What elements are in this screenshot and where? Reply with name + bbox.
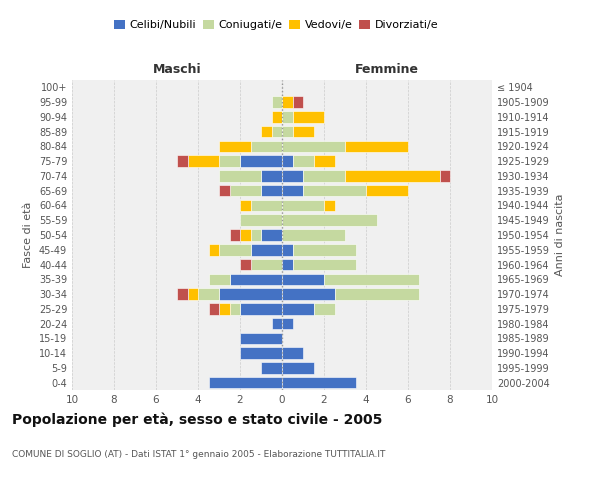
Bar: [282, 126, 293, 138]
Legend: Celibi/Nubili, Coniugati/e, Vedovi/e, Divorziati/e: Celibi/Nubili, Coniugati/e, Vedovi/e, Di…: [109, 16, 443, 35]
Bar: [282, 244, 293, 256]
Bar: [198, 288, 219, 300]
Bar: [345, 140, 408, 152]
Bar: [271, 96, 282, 108]
Text: COMUNE DI SOGLIO (AT) - Dati ISTAT 1° gennaio 2005 - Elaborazione TUTTITALIA.IT: COMUNE DI SOGLIO (AT) - Dati ISTAT 1° ge…: [12, 450, 385, 459]
Bar: [209, 274, 229, 285]
Text: Maschi: Maschi: [152, 62, 202, 76]
Bar: [209, 244, 219, 256]
Bar: [240, 214, 282, 226]
Bar: [219, 140, 251, 152]
Bar: [187, 156, 219, 167]
Bar: [282, 348, 303, 359]
Bar: [261, 362, 282, 374]
Bar: [240, 156, 282, 167]
Bar: [282, 229, 345, 241]
Bar: [271, 318, 282, 330]
Bar: [282, 362, 314, 374]
Bar: [251, 244, 282, 256]
Bar: [187, 288, 198, 300]
Bar: [282, 156, 293, 167]
Bar: [209, 303, 219, 314]
Bar: [251, 259, 282, 270]
Bar: [282, 274, 324, 285]
Bar: [282, 214, 377, 226]
Bar: [229, 274, 282, 285]
Bar: [271, 111, 282, 122]
Text: Femmine: Femmine: [355, 62, 419, 76]
Bar: [271, 126, 282, 138]
Bar: [219, 156, 240, 167]
Bar: [324, 200, 335, 211]
Bar: [240, 259, 251, 270]
Bar: [219, 303, 229, 314]
Bar: [293, 126, 314, 138]
Bar: [345, 170, 439, 181]
Bar: [261, 126, 271, 138]
Bar: [293, 111, 324, 122]
Bar: [219, 185, 229, 196]
Bar: [314, 156, 335, 167]
Bar: [293, 244, 355, 256]
Bar: [219, 288, 282, 300]
Bar: [439, 170, 450, 181]
Bar: [240, 200, 251, 211]
Bar: [282, 303, 314, 314]
Bar: [293, 259, 355, 270]
Bar: [282, 140, 345, 152]
Bar: [240, 229, 251, 241]
Bar: [314, 303, 335, 314]
Bar: [282, 288, 335, 300]
Bar: [282, 200, 324, 211]
Bar: [229, 229, 240, 241]
Bar: [282, 170, 303, 181]
Bar: [229, 303, 240, 314]
Bar: [261, 170, 282, 181]
Bar: [251, 200, 282, 211]
Bar: [261, 185, 282, 196]
Bar: [324, 274, 419, 285]
Bar: [177, 288, 187, 300]
Bar: [251, 229, 261, 241]
Bar: [261, 229, 282, 241]
Bar: [209, 377, 282, 388]
Bar: [240, 303, 282, 314]
Bar: [282, 259, 293, 270]
Bar: [219, 170, 261, 181]
Bar: [177, 156, 187, 167]
Bar: [282, 185, 303, 196]
Bar: [229, 185, 261, 196]
Bar: [240, 332, 282, 344]
Bar: [240, 348, 282, 359]
Bar: [366, 185, 408, 196]
Bar: [293, 96, 303, 108]
Bar: [282, 377, 355, 388]
Bar: [303, 170, 345, 181]
Y-axis label: Fasce di età: Fasce di età: [23, 202, 33, 268]
Bar: [335, 288, 419, 300]
Y-axis label: Anni di nascita: Anni di nascita: [555, 194, 565, 276]
Bar: [282, 96, 293, 108]
Bar: [303, 185, 366, 196]
Bar: [282, 318, 293, 330]
Bar: [282, 111, 293, 122]
Bar: [251, 140, 282, 152]
Bar: [219, 244, 251, 256]
Bar: [293, 156, 314, 167]
Text: Popolazione per età, sesso e stato civile - 2005: Popolazione per età, sesso e stato civil…: [12, 412, 382, 427]
